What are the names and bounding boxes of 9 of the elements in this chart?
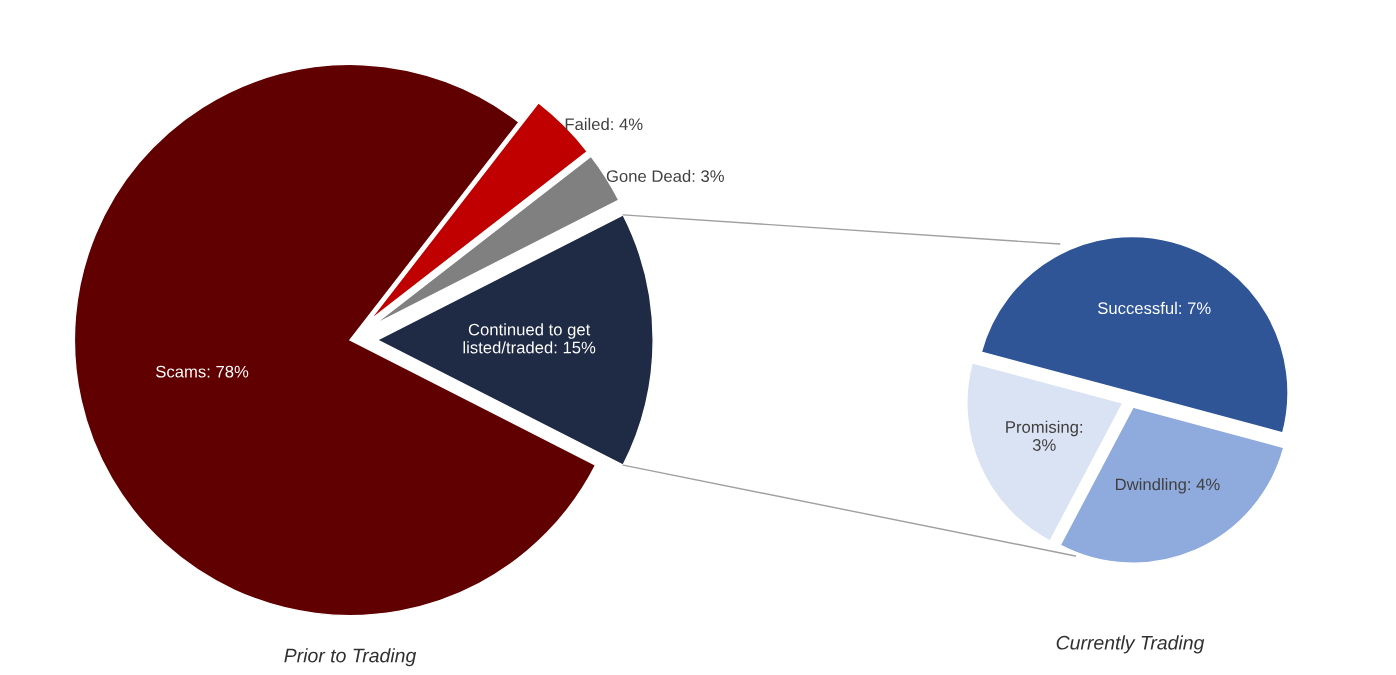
slice-label: Dwindling: 4%: [1115, 478, 1220, 494]
slice-label: Gone Dead: 3%: [606, 169, 724, 183]
text: Prior to Trading: [284, 648, 417, 667]
slice-label: Promising: 3%: [1006, 420, 1083, 451]
slice-label: Scams: 78%: [156, 365, 249, 378]
slice-label: Successful: 7%: [1098, 301, 1211, 315]
text: Currently Trading: [1056, 635, 1205, 654]
slice-label: Failed: 4%: [565, 117, 643, 131]
slice-label: Continued to get listed/traded: 15%: [463, 323, 596, 354]
